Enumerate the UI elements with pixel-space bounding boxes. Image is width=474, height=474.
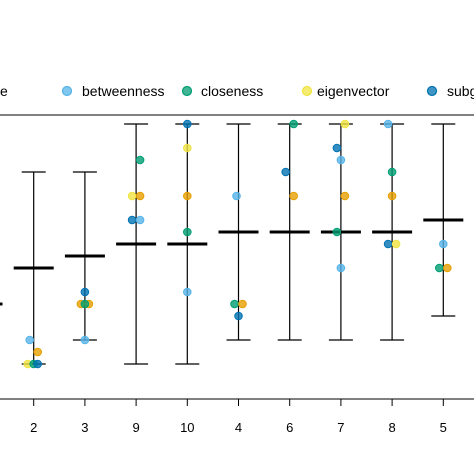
legend-entry: eigenvector	[301, 83, 390, 99]
metric-point-closeness	[387, 167, 397, 177]
metric-point-closeness	[332, 227, 342, 237]
x-tick-label: 3	[81, 420, 88, 435]
x-tick-label: 8	[388, 420, 395, 435]
metric-point-closeness	[230, 299, 239, 309]
metric-point-closeness	[80, 299, 90, 309]
legend-swatch	[61, 85, 73, 97]
metric-points	[23, 119, 452, 369]
legend-label: e	[0, 83, 8, 99]
metric-point-closeness	[135, 155, 145, 165]
metric-point-betweenness	[25, 335, 35, 345]
x-tick-label: 5	[440, 420, 447, 435]
legend-entry: closeness	[181, 83, 263, 99]
x-tick-label: 6	[286, 420, 293, 435]
legend-label: betweenness	[82, 83, 165, 99]
legend-swatch	[426, 85, 438, 97]
metric-point-subgraph	[127, 215, 137, 225]
metric-point-subgraph	[234, 311, 243, 321]
metric-point-degree	[443, 263, 452, 273]
metric-point-degree	[238, 299, 247, 309]
plot-frame	[0, 114, 474, 400]
metric-point-degree	[183, 191, 192, 201]
metric-point-closeness	[289, 119, 299, 129]
metric-point-betweenness	[336, 263, 346, 273]
metric-point-betweenness	[336, 155, 346, 165]
metric-point-subgraph	[80, 287, 90, 297]
mean-markers	[0, 218, 464, 306]
metric-point-betweenness	[383, 119, 393, 129]
legend-label: subg	[447, 83, 474, 99]
metric-point-subgraph	[383, 239, 393, 249]
legend-entry: e	[0, 83, 8, 99]
metric-point-betweenness	[232, 191, 241, 201]
metric-point-degree	[33, 347, 43, 357]
metric-point-degree	[135, 191, 145, 201]
metric-point-betweenness	[183, 287, 192, 297]
x-tick-label: 7	[337, 420, 344, 435]
metric-point-eigenvector	[340, 119, 350, 129]
metric-point-betweenness	[80, 335, 90, 345]
metric-point-subgraph	[183, 119, 192, 129]
metric-point-subgraph	[332, 143, 342, 153]
x-tick-label: 9	[132, 420, 139, 435]
metric-point-degree	[387, 191, 397, 201]
metric-point-betweenness	[439, 239, 448, 249]
x-tick-label: 2	[30, 420, 37, 435]
metric-point-closeness	[183, 227, 192, 237]
legend-swatch	[181, 85, 193, 97]
x-tick-label: 10	[180, 420, 194, 435]
legend-label: eigenvector	[317, 83, 390, 99]
metric-point-subgraph	[33, 359, 43, 369]
metric-point-eigenvector	[391, 239, 401, 249]
legend-swatch	[301, 85, 313, 97]
x-axis-ticks: 2 3 9 10 4 6 7 8 5	[30, 399, 447, 435]
x-tick-label: 4	[235, 420, 242, 435]
metric-point-subgraph	[281, 167, 291, 177]
legend-label: closeness	[201, 83, 263, 99]
metric-point-closeness	[435, 263, 444, 273]
legend-entry: subg	[426, 83, 474, 99]
metric-point-degree	[289, 191, 299, 201]
metric-point-degree	[340, 191, 350, 201]
legend: e betweenness closeness eigenvector subg	[0, 83, 474, 99]
metric-point-betweenness	[135, 215, 145, 225]
metric-point-eigenvector	[183, 143, 192, 153]
metric-point-eigenvector	[127, 191, 137, 201]
legend-entry: betweenness	[61, 83, 165, 99]
